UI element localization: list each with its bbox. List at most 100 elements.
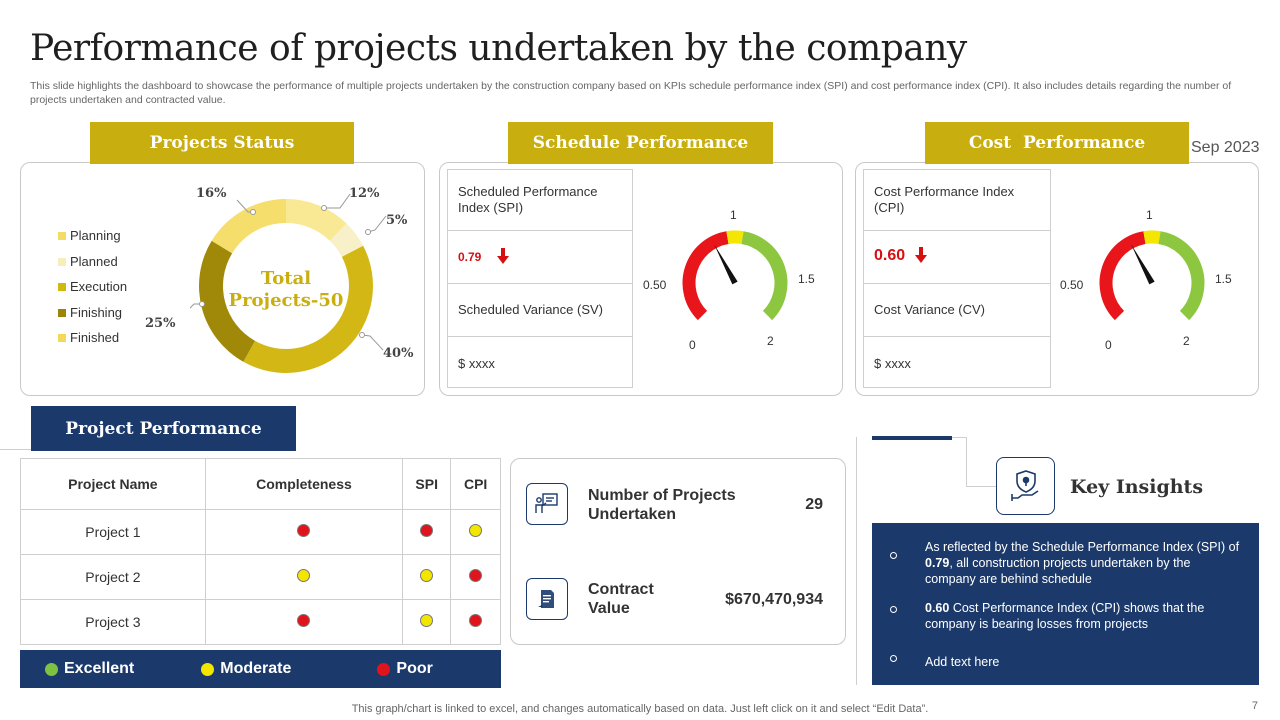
donut-center-line2: Projects-50 [228,290,344,311]
legend-swatch [58,257,66,266]
gauge-needle [714,244,738,285]
spi-gauge-label-max: 2 [767,334,774,348]
legend-excellent-label: Excellent [64,660,135,677]
down-arrow-icon [496,248,509,267]
spi-gauge-label-high: 1.5 [798,272,815,286]
bullet-icon [890,552,897,559]
moderate-status-dot-icon [469,524,483,537]
gauge-green-band [1158,231,1205,321]
projects-count-value: 29 [805,496,823,513]
sv-label: Scheduled Variance (SV) [448,284,632,337]
cpi-gauge-label-min: 0 [1105,338,1112,352]
footer-note: This graph/chart is linked to excel, and… [351,703,929,715]
moderate-status-dot-icon [297,569,311,582]
cpi-gauge-label-mid: 1 [1146,208,1153,222]
legend-swatch [58,333,66,342]
legend-item-execution: Execution [58,279,127,294]
table-row: Project 1 [20,509,501,555]
contract-value-amount: $670,470,934 [725,591,823,608]
projects-status-header: Projects Status [90,122,354,164]
donut-slice-finishing [243,245,373,373]
pct-label-planning: 16% [196,186,227,201]
cpi-kpi-box: Cost Performance Index (CPI) 0.60 Cost V… [863,169,1051,388]
legend-swatch [58,308,66,317]
pct-label-finishing: 40% [383,346,414,361]
legend-label: Finishing [70,305,123,320]
donut-slice-finished [198,240,256,362]
insight-item-3[interactable]: Add text here [925,654,1240,670]
insight-3-text: Add text here [925,655,1000,669]
poor-status-dot-icon [420,524,434,537]
project-performance-table: Project Name Completeness SPI CPI Projec… [20,458,501,645]
completeness-cell [204,509,404,555]
spi-cell [402,509,452,555]
section-divider-line [0,449,32,450]
spi-value-cell: 0.79 [448,231,632,284]
donut-center-line1: Total [260,268,312,289]
stats-card [510,458,846,645]
gauge-green-band [741,231,788,321]
spi-gauge-label-mid: 1 [730,208,737,222]
legend-swatch [58,282,66,291]
spi-label: Scheduled Performance Index (SPI) [448,170,632,231]
project-name-cell: Project 2 [20,554,206,600]
page-number: 7 [1251,700,1258,712]
legend-label: Execution [70,279,128,294]
spi-gauge-label-min: 0 [689,338,696,352]
legend-item-planned: Planned [58,254,118,269]
spi-value: 0.79 [458,249,482,264]
gauge-red-band [1099,231,1146,321]
leader-dot [321,205,327,211]
cv-label: Cost Variance (CV) [864,284,1050,337]
legend-label: Planned [70,254,118,269]
insights-frame-connector [966,437,967,487]
legend-moderate-label: Moderate [220,660,292,677]
completeness-cell [204,599,404,645]
cpi-label: Cost Performance Index (CPI) [864,170,1050,231]
cpi-value-cell: 0.60 [864,231,1050,284]
legend-item-planning: Planning [58,228,121,243]
insights-frame-left [856,437,857,685]
contract-value-label: Contract Value [588,581,654,617]
legend-moderate: Moderate [201,660,291,678]
status-donut-chart [190,193,387,373]
spi-gauge [682,230,788,321]
cost-performance-header: Cost Performance [925,122,1189,164]
sv-value: $ xxxx [458,356,495,371]
pct-label-finished: 25% [145,316,176,331]
date-label: Sep 2023 [1191,139,1260,156]
table-header-row: Project Name Completeness SPI CPI [20,458,501,510]
spi-kpi-box: Scheduled Performance Index (SPI) 0.79 S… [447,169,633,388]
poor-status-dot-icon [469,614,483,627]
leader-dot [359,332,365,338]
leader-dot [365,229,371,235]
insights-frame-top-line [952,437,966,438]
page-title: Performance of projects undertaken by th… [30,28,967,69]
poor-status-dot-icon [297,614,311,627]
completeness-cell [204,554,404,600]
table-row: Project 3 [20,599,501,645]
legend-item-finished: Finished [58,330,119,345]
insight-item-2: 0.60 Cost Performance Index (CPI) shows … [925,600,1240,632]
rating-legend-bar: Excellent Moderate Poor [20,650,501,688]
column-header: CPI [450,458,501,510]
insight-1-text-end: , all construction projects undertaken b… [925,556,1191,586]
bullet-icon [890,606,897,613]
gauge-yellow-band [1143,230,1161,245]
page-subtitle: This slide highlights the dashboard to s… [30,80,1232,106]
insight-item-1: As reflected by the Schedule Performance… [925,539,1240,587]
poor-status-dot-icon [297,524,311,537]
project-name-cell: Project 1 [20,509,206,555]
donut-slice-planned [286,199,347,241]
legend-swatch [58,231,66,240]
shield-hand-icon [996,457,1055,515]
insights-frame-top-accent [872,436,952,440]
pct-label-execution: 5% [386,213,408,228]
bullet-icon [890,655,897,662]
poor-dot-icon [377,662,391,676]
leader-line [324,193,351,209]
legend-poor: Poor [377,660,433,678]
moderate-status-dot-icon [420,614,434,627]
insight-1-text: As reflected by the Schedule Performance… [925,540,1240,554]
spi-cell [402,599,452,645]
